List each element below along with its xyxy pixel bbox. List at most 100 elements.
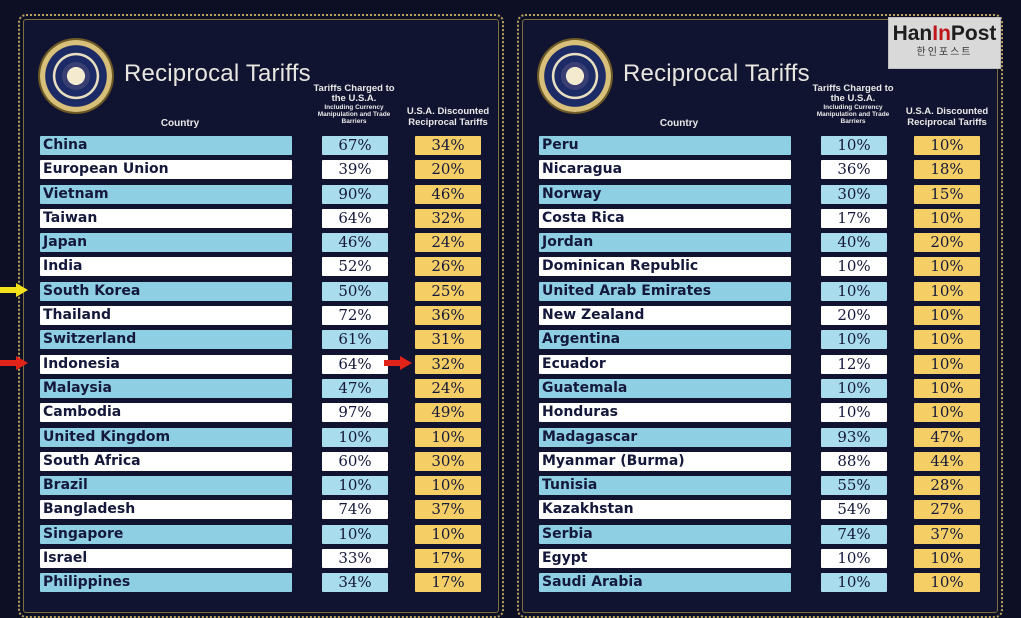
table-row: Brazil 10% 10%	[20, 474, 502, 498]
country-cell: Kazakhstan	[539, 500, 791, 520]
tariff-charged-cell: 64%	[322, 354, 388, 374]
tariff-charged-cell: 12%	[821, 354, 887, 374]
tariff-charged-cell: 39%	[322, 160, 388, 180]
country-cell: Jordan	[539, 233, 791, 253]
tariff-charged-cell: 10%	[322, 476, 388, 496]
country-cell: India	[40, 257, 292, 277]
country-cell: Switzerland	[40, 330, 292, 350]
tariff-charged-cell: 88%	[821, 451, 887, 471]
country-cell: European Union	[40, 160, 292, 180]
country-cell: South Korea	[40, 281, 292, 301]
country-cell: New Zealand	[539, 306, 791, 326]
tariff-charged-cell: 10%	[821, 281, 887, 301]
table-row: Madagascar 93% 47%	[519, 426, 1001, 450]
discounted-tariff-cell: 10%	[914, 281, 980, 301]
table-row: South Korea 50% 25%	[20, 280, 502, 304]
tariff-charged-cell: 10%	[821, 330, 887, 350]
discounted-tariff-cell: 10%	[415, 476, 481, 496]
country-cell: China	[40, 136, 292, 155]
yellow-arrow-icon	[0, 283, 30, 297]
country-cell: Costa Rica	[539, 208, 791, 228]
tariff-charged-cell: 33%	[322, 549, 388, 569]
discounted-tariff-cell: 37%	[415, 500, 481, 520]
discounted-tariff-cell: 49%	[415, 403, 481, 423]
tariff-charged-cell: 93%	[821, 427, 887, 447]
discounted-tariff-cell: 32%	[415, 354, 481, 374]
header-tariffs-charged-main: Tariffs Charged to the U.S.A.	[313, 83, 395, 104]
tariff-charged-cell: 61%	[322, 330, 388, 350]
discounted-tariff-cell: 28%	[914, 476, 980, 496]
discounted-tariff-cell: 30%	[415, 451, 481, 471]
country-cell: Thailand	[40, 306, 292, 326]
table-row: Bangladesh 74% 37%	[20, 498, 502, 522]
discounted-tariff-cell: 10%	[415, 524, 481, 544]
country-cell: Norway	[539, 184, 791, 204]
header-tariffs-charged-main: Tariffs Charged to the U.S.A.	[812, 83, 894, 104]
country-cell: Japan	[40, 233, 292, 253]
discounted-tariff-cell: 10%	[914, 208, 980, 228]
discounted-tariff-cell: 17%	[415, 549, 481, 569]
table-row: Thailand 72% 36%	[20, 304, 502, 328]
table-row: Peru 10% 10%	[519, 134, 1001, 158]
header-country: Country	[659, 118, 699, 129]
country-cell: Brazil	[40, 476, 292, 496]
discounted-tariff-cell: 15%	[914, 184, 980, 204]
header-country: Country	[160, 118, 200, 129]
table-row: Malaysia 47% 24%	[20, 377, 502, 401]
country-cell: Bangladesh	[40, 500, 292, 520]
discounted-tariff-cell: 47%	[914, 427, 980, 447]
header-tariffs-charged-sub: Including Currency Manipulation and Trad…	[317, 104, 391, 125]
tariff-charged-cell: 10%	[821, 378, 887, 398]
table-row: Argentina 10% 10%	[519, 328, 1001, 352]
red-arrow-icon	[384, 356, 414, 370]
tariff-charged-cell: 47%	[322, 378, 388, 398]
discounted-tariff-cell: 10%	[914, 378, 980, 398]
tariff-table-right: Peru 10% 10% Nicaragua 36% 18% Norway 30% 15% Cos…	[519, 134, 1001, 596]
table-row: Saudi Arabia 10% 10%	[519, 571, 1001, 595]
table-row: India 52% 26%	[20, 255, 502, 279]
tariff-charged-cell: 34%	[322, 573, 388, 593]
table-row: Tunisia 55% 28%	[519, 474, 1001, 498]
tariff-panel-left: Reciprocal Tariffs Country Tariffs Charg…	[18, 14, 504, 618]
logo-text-b: In	[932, 22, 951, 45]
tariff-charged-cell: 10%	[821, 403, 887, 423]
table-row: Taiwan 64% 32%	[20, 207, 502, 231]
tariff-charged-cell: 60%	[322, 451, 388, 471]
presidential-seal-icon	[539, 40, 611, 112]
country-cell: Taiwan	[40, 208, 292, 228]
country-cell: Egypt	[539, 549, 791, 569]
table-row: Japan 46% 24%	[20, 231, 502, 255]
discounted-tariff-cell: 10%	[914, 306, 980, 326]
logo-subtitle: 한인포스트	[916, 47, 973, 58]
discounted-tariff-cell: 17%	[415, 573, 481, 593]
tariff-charged-cell: 52%	[322, 257, 388, 277]
tariff-charged-cell: 10%	[821, 549, 887, 569]
discounted-tariff-cell: 32%	[415, 208, 481, 228]
table-row: Myanmar (Burma) 88% 44%	[519, 450, 1001, 474]
tariff-charged-cell: 74%	[322, 500, 388, 520]
tariff-charged-cell: 10%	[821, 257, 887, 277]
table-row: United Kingdom 10% 10%	[20, 426, 502, 450]
table-row: Ecuador 12% 10%	[519, 353, 1001, 377]
tariff-charged-cell: 17%	[821, 208, 887, 228]
country-cell: Peru	[539, 136, 791, 155]
country-cell: Indonesia	[40, 354, 292, 374]
table-row: Costa Rica 17% 10%	[519, 207, 1001, 231]
table-row: China 67% 34%	[20, 134, 502, 158]
logo-text-a: Han	[892, 22, 933, 45]
header-tariffs-charged: Tariffs Charged to the U.S.A. Including …	[312, 83, 396, 126]
country-cell: Myanmar (Burma)	[539, 451, 791, 471]
tariff-charged-cell: 10%	[322, 524, 388, 544]
country-cell: Israel	[40, 549, 292, 569]
discounted-tariff-cell: 20%	[914, 233, 980, 253]
red-arrow-icon	[0, 356, 30, 370]
discounted-tariff-cell: 37%	[914, 524, 980, 544]
discounted-tariff-cell: 24%	[415, 233, 481, 253]
country-cell: Ecuador	[539, 354, 791, 374]
country-cell: Serbia	[539, 524, 791, 544]
discounted-tariff-cell: 36%	[415, 306, 481, 326]
tariff-charged-cell: 72%	[322, 306, 388, 326]
discounted-tariff-cell: 44%	[914, 451, 980, 471]
table-row: Switzerland 61% 31%	[20, 328, 502, 352]
tariff-charged-cell: 30%	[821, 184, 887, 204]
